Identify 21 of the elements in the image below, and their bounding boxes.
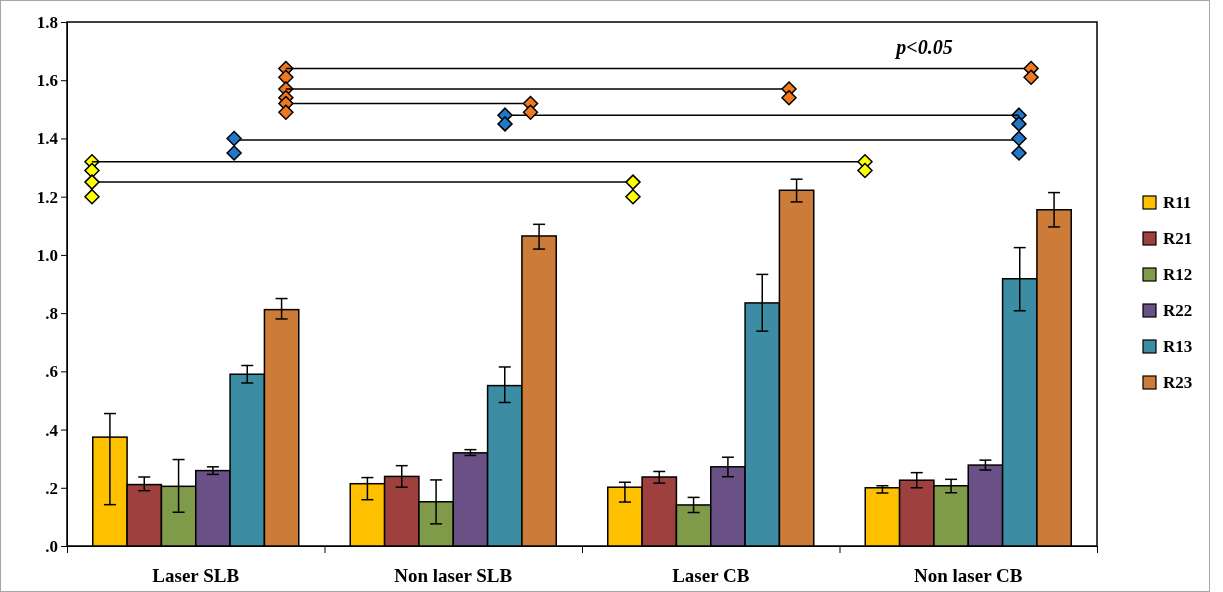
legend-label: R22	[1163, 301, 1193, 320]
y-tick-label: 1.4	[36, 129, 59, 149]
x-tick-label: Non laser SLB	[394, 565, 513, 586]
legend-label: R23	[1163, 373, 1193, 392]
y-tick-label: .2	[45, 478, 58, 498]
y-tick-label: .6	[45, 362, 58, 382]
y-tick-label: 1.0	[36, 245, 58, 265]
x-tick-label: Laser CB	[672, 565, 750, 586]
x-tick-label: Laser SLB	[152, 565, 240, 586]
legend-label: R11	[1163, 193, 1192, 212]
annotation: p<0.05	[894, 36, 953, 60]
y-tick-label: .8	[45, 304, 58, 324]
y-tick-label: .0	[45, 536, 58, 556]
y-tick-label: .4	[45, 420, 59, 440]
x-tick-label: Non laser CB	[914, 565, 1023, 586]
legend-label: R12	[1163, 265, 1193, 284]
y-tick-label: 1.8	[36, 12, 58, 32]
y-tick-label: 1.2	[36, 187, 58, 207]
legend-label: R21	[1163, 229, 1193, 248]
legend-label: R13	[1163, 337, 1193, 356]
y-tick-label: 1.6	[36, 71, 58, 91]
